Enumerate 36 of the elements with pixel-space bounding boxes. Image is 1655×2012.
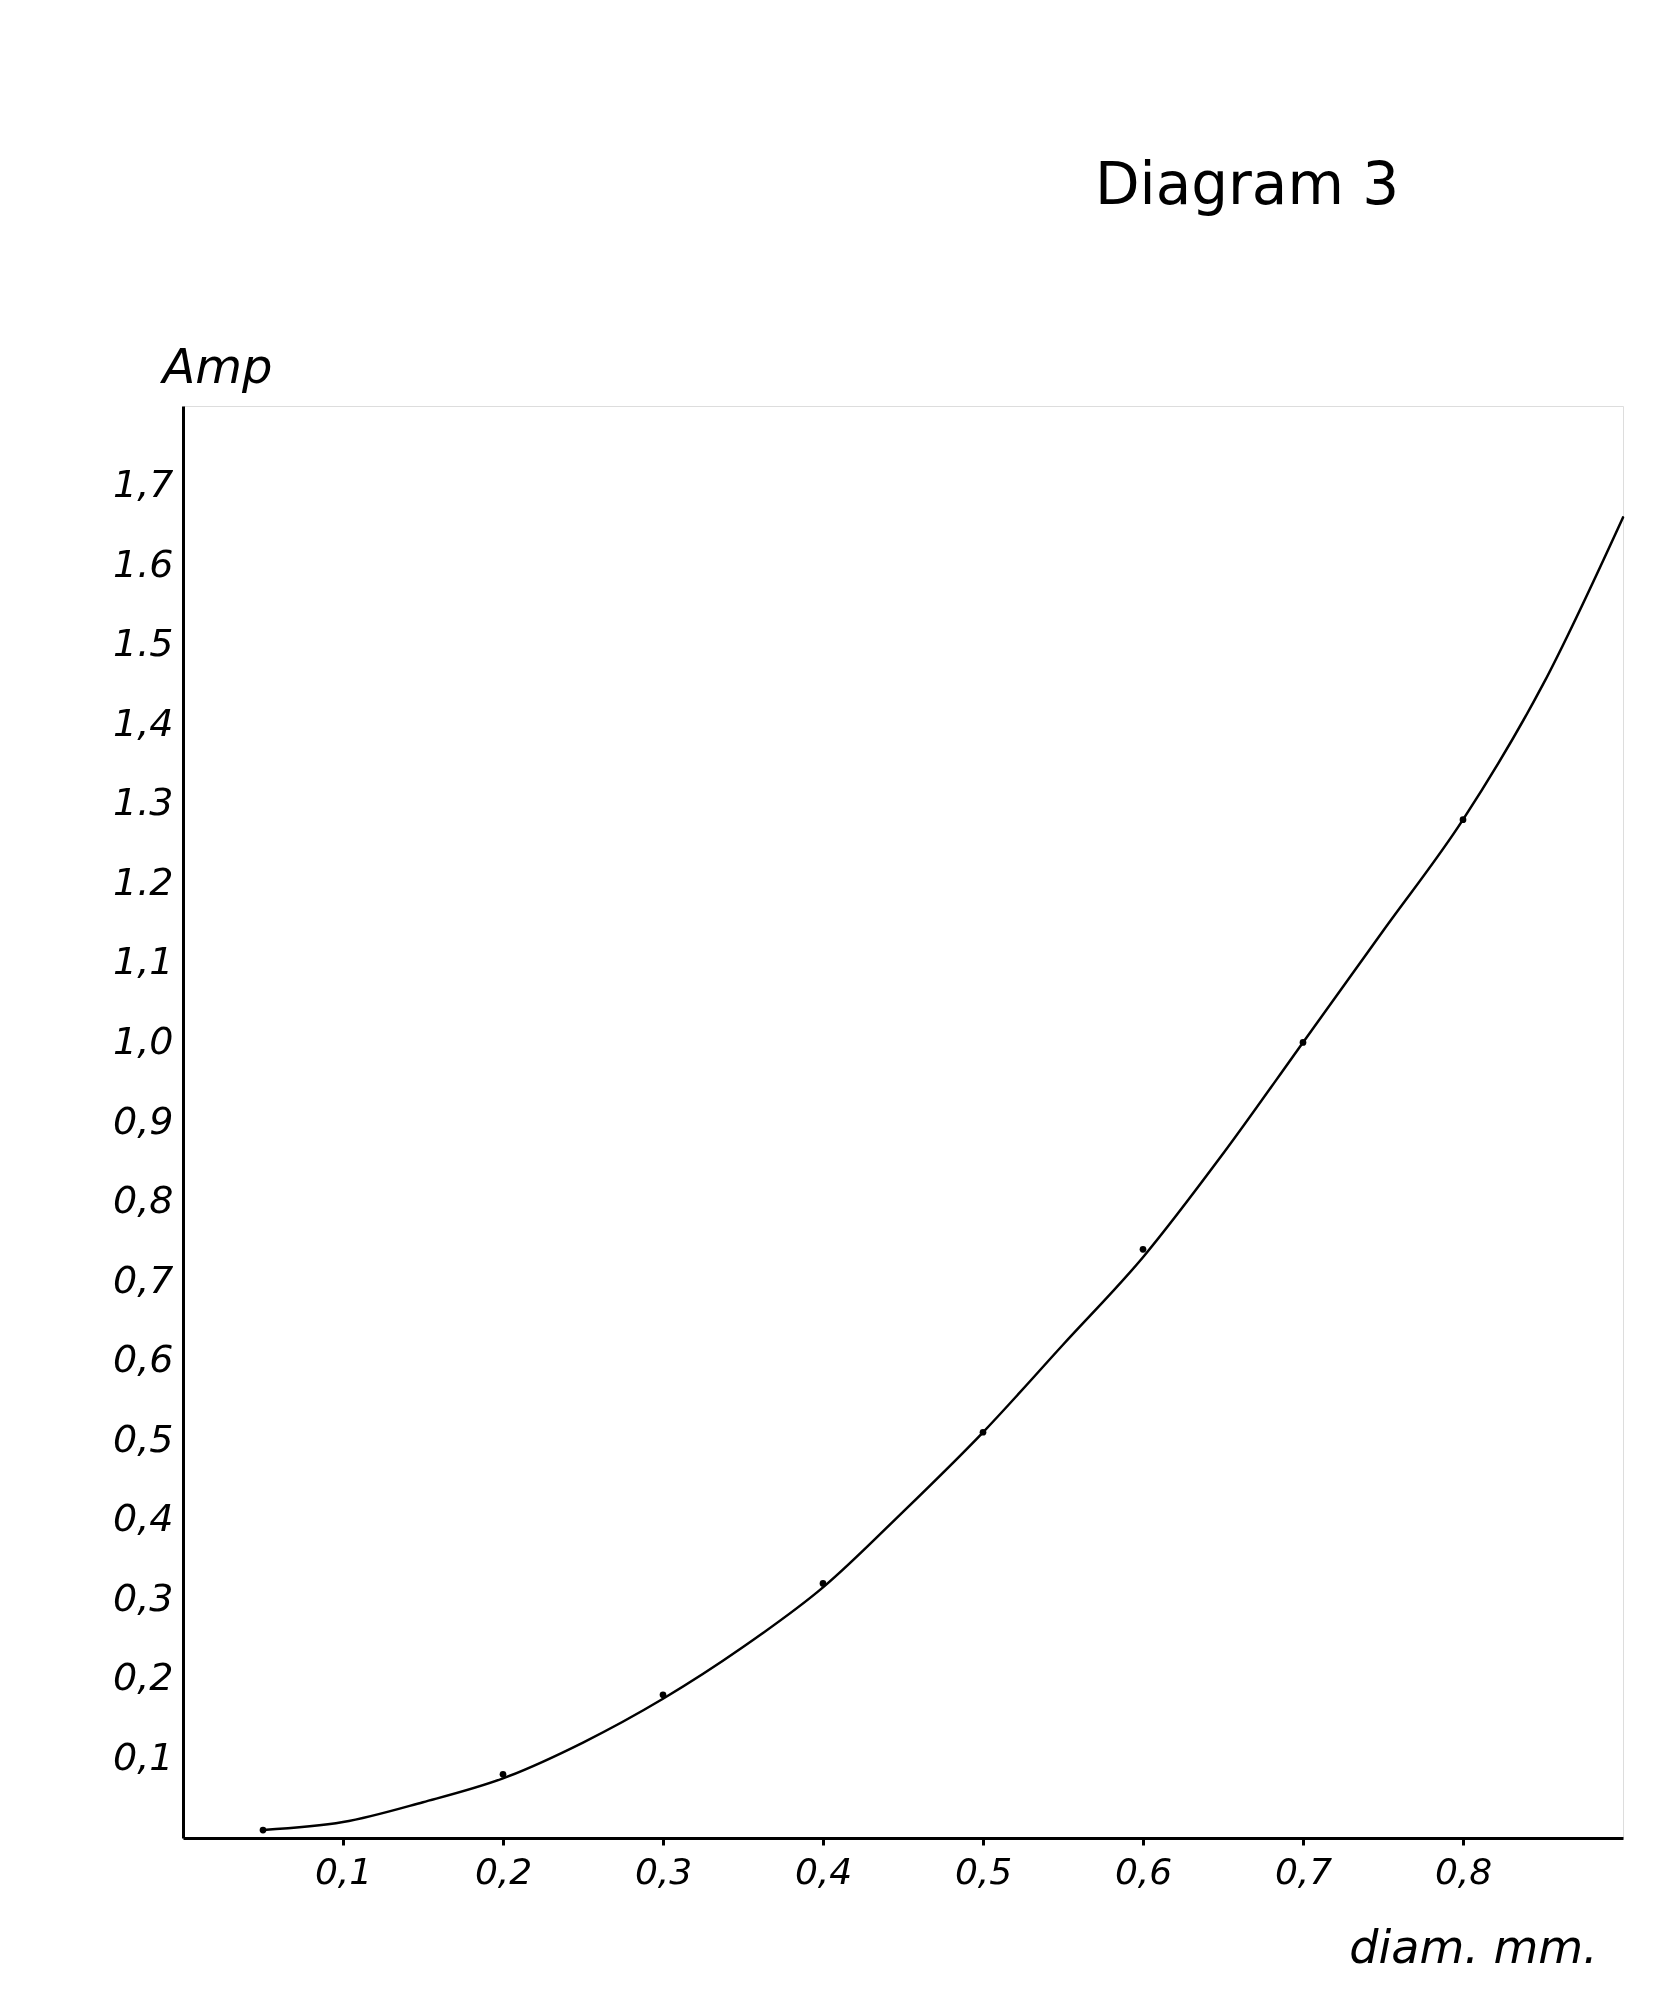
y-tick-label: 0,2 bbox=[113, 1655, 174, 1700]
y-tick-label: 0,8 bbox=[113, 1178, 174, 1223]
y-tick-label: 0,7 bbox=[113, 1257, 174, 1302]
y-tick-label: 0,1 bbox=[113, 1734, 174, 1779]
y-tick-label: 0,4 bbox=[113, 1496, 174, 1541]
y-tick-label: 0,5 bbox=[113, 1416, 174, 1461]
y-tick-label: 1,1 bbox=[113, 939, 174, 984]
point bbox=[819, 1580, 827, 1587]
point bbox=[259, 1826, 267, 1834]
x-tick-label: 0,8 bbox=[1434, 1850, 1493, 1892]
point bbox=[1459, 816, 1467, 824]
x-tick-label: 0,7 bbox=[1274, 1850, 1333, 1892]
y-tick-label: 1.5 bbox=[113, 621, 174, 666]
y-tick-label: 1,0 bbox=[113, 1018, 174, 1063]
point bbox=[499, 1771, 507, 1778]
x-tick-label: 0,3 bbox=[634, 1850, 693, 1892]
x-tick-label: 0,4 bbox=[794, 1850, 853, 1892]
y-tick-label: 1,4 bbox=[113, 700, 174, 745]
y-tick-label: 1,7 bbox=[113, 462, 174, 507]
x-tick-label: 0,6 bbox=[1114, 1850, 1173, 1892]
y-tick-label: 0,3 bbox=[113, 1575, 174, 1620]
point bbox=[659, 1691, 667, 1699]
x-tick-label: 0,2 bbox=[474, 1850, 533, 1892]
y-tick-label: 1.2 bbox=[113, 859, 174, 904]
y-axis-title: Amp bbox=[159, 337, 273, 394]
y-tick-label: 1.3 bbox=[113, 780, 174, 825]
point bbox=[979, 1428, 987, 1436]
chart-title: Diagram 3 bbox=[1094, 150, 1400, 218]
y-tick-label: 0,9 bbox=[113, 1098, 174, 1143]
x-axis-title: diam. mm. bbox=[1349, 1919, 1598, 1974]
x-tick-label: 0,1 bbox=[314, 1850, 373, 1892]
y-tick-label: 1.6 bbox=[113, 541, 174, 586]
point bbox=[1299, 1039, 1307, 1046]
point bbox=[1139, 1245, 1147, 1253]
x-tick-label: 0,5 bbox=[954, 1850, 1013, 1892]
y-tick-label: 0,6 bbox=[113, 1337, 174, 1382]
